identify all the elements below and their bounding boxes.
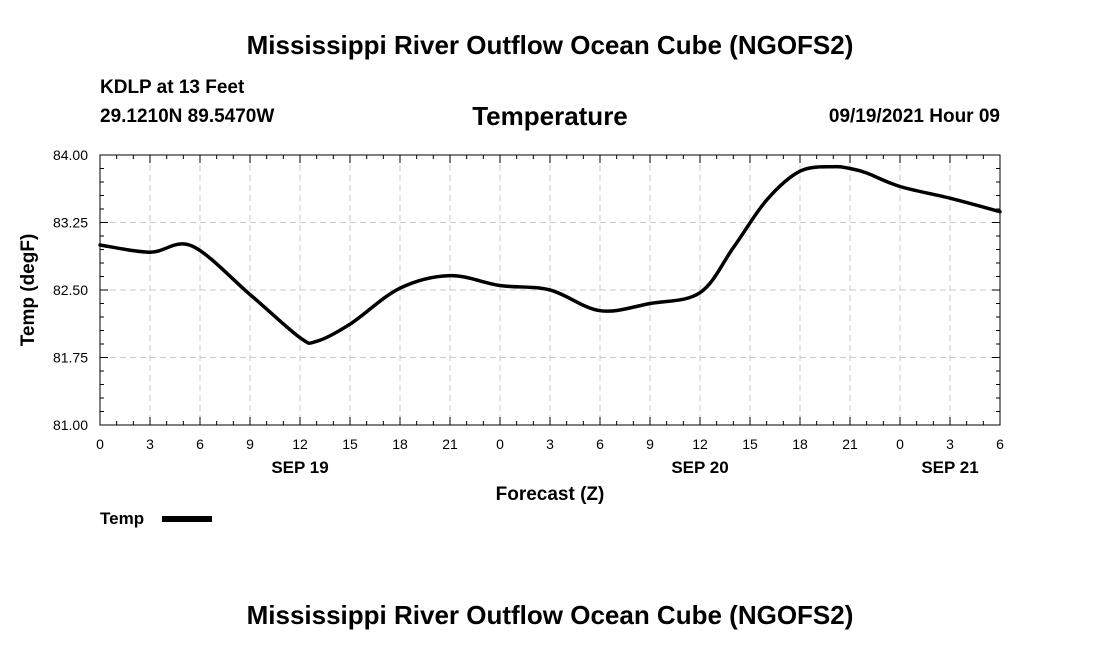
footer-title: Mississippi River Outflow Ocean Cube (NG… [246, 600, 854, 630]
date-label: SEP 21 [921, 458, 978, 477]
chart-subtitle: Temperature [472, 101, 628, 131]
x-tick-label: 3 [946, 436, 954, 452]
forecast-datetime: 09/19/2021 Hour 09 [828, 106, 1000, 127]
x-tick-label: 3 [546, 436, 554, 452]
date-label: SEP 19 [271, 458, 328, 477]
coordinates-label: 29.1210N 89.5470W [100, 106, 275, 127]
y-axis-title: Temp (degF) [18, 234, 39, 347]
y-tick-label: 81.00 [53, 417, 88, 433]
y-tick-label: 84.00 [53, 147, 88, 163]
y-tick-label: 83.25 [53, 215, 88, 231]
series-layer [98, 164, 1002, 345]
x-tick-label: 6 [196, 436, 204, 452]
main-title: Mississippi River Outflow Ocean Cube (NG… [246, 30, 854, 60]
x-tick-label: 18 [792, 436, 808, 452]
legend-swatch [162, 516, 212, 522]
x-tick-label: 9 [646, 436, 654, 452]
x-tick-label: 15 [742, 436, 758, 452]
date-label: SEP 20 [671, 458, 728, 477]
x-tick-label: 6 [996, 436, 1004, 452]
temp-series-line [98, 164, 1002, 345]
x-tick-label: 18 [392, 436, 408, 452]
x-tick-label: 15 [342, 436, 358, 452]
x-tick-label: 0 [496, 436, 504, 452]
x-tick-label: 21 [442, 436, 458, 452]
y-tick-label: 81.75 [53, 350, 88, 366]
y-tick-label: 82.50 [53, 282, 88, 298]
x-tick-label: 0 [896, 436, 904, 452]
grid [100, 155, 1000, 425]
axes: 0 3 6 9 12 15 18 21 0 3 6 9 12 15 18 21 0 3 6 81.00 81.75 82.… [18, 147, 1004, 505]
x-tick-label: 12 [292, 436, 308, 452]
x-tick-label: 0 [96, 436, 104, 452]
legend-label: Temp [100, 509, 145, 528]
x-tick-label: 12 [692, 436, 708, 452]
x-tick-label: 21 [842, 436, 858, 452]
x-tick-label: 9 [246, 436, 254, 452]
x-tick-label: 3 [146, 436, 154, 452]
plot-frame [99, 154, 1001, 426]
station-label: KDLP at 13 Feet [100, 77, 245, 98]
x-axis-title: Forecast (Z) [496, 484, 605, 505]
x-tick-label: 6 [596, 436, 604, 452]
